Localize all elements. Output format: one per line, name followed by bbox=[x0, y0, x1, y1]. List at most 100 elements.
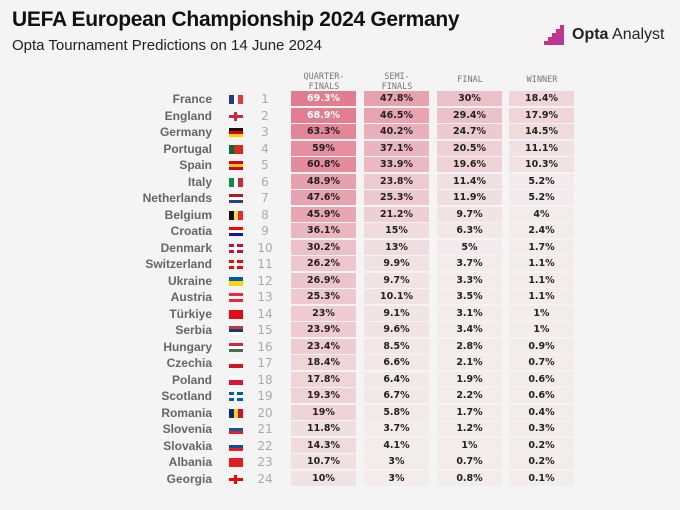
column-header-semi-finals: SEMI- FINALS bbox=[381, 72, 413, 92]
cell-semi-finals: 6.4% bbox=[364, 371, 429, 387]
flag-icon bbox=[229, 210, 244, 220]
team-name: Scotland bbox=[161, 389, 212, 403]
flag-icon bbox=[229, 227, 243, 236]
flag-icon bbox=[229, 260, 243, 269]
flag-icon bbox=[229, 359, 243, 368]
cell-semi-finals: 9.7% bbox=[364, 272, 429, 288]
team-name: Slovenia bbox=[162, 422, 212, 436]
team-name: Germany bbox=[159, 125, 212, 139]
flag-icon bbox=[229, 111, 243, 121]
flag-icon bbox=[229, 326, 243, 335]
cell-final: 3.3% bbox=[437, 272, 502, 288]
flag-icon bbox=[229, 392, 243, 401]
cell-winner: 0.9% bbox=[509, 338, 574, 354]
cell-winner: 1.7% bbox=[509, 239, 574, 255]
table-row: Ukraine 12 26.9% 9.7% 3.3% 1.1% bbox=[0, 272, 680, 289]
rank-number: 16 bbox=[257, 339, 273, 354]
table-row: England 2 68.9% 46.5% 29.4% 17.9% bbox=[0, 107, 680, 124]
table-row: Belgium 8 45.9% 21.2% 9.7% 4% bbox=[0, 206, 680, 223]
cell-final: 19.6% bbox=[437, 157, 502, 172]
flag-icon bbox=[229, 408, 244, 418]
team-name: Hungary bbox=[163, 339, 212, 354]
rank-number: 8 bbox=[261, 207, 269, 222]
cell-quarter-finals: 17.8% bbox=[291, 371, 356, 387]
team-name: Türkiye bbox=[169, 306, 212, 321]
table-row: Portugal 4 59% 37.1% 20.5% 11.1% bbox=[0, 140, 680, 157]
cell-final: 29.4% bbox=[437, 107, 502, 123]
rank-number: 17 bbox=[257, 356, 273, 370]
cell-final: 3.4% bbox=[437, 322, 502, 337]
table-row: Denmark 10 30.2% 13% 5% 1.7% bbox=[0, 239, 680, 256]
cell-semi-finals: 6.7% bbox=[364, 388, 429, 403]
cell-quarter-finals: 23.4% bbox=[291, 338, 356, 354]
cell-winner: 0.6% bbox=[509, 388, 574, 403]
cell-quarter-finals: 47.6% bbox=[291, 190, 356, 205]
rank-number: 9 bbox=[261, 224, 269, 238]
cell-semi-finals: 23.8% bbox=[364, 173, 429, 189]
rank-number: 7 bbox=[261, 191, 269, 205]
rank-number: 10 bbox=[257, 240, 273, 255]
cell-quarter-finals: 19.3% bbox=[291, 388, 356, 403]
cell-winner: 5.2% bbox=[509, 190, 574, 205]
table-row: Germany 3 63.3% 40.2% 24.7% 14.5% bbox=[0, 124, 680, 140]
cell-quarter-finals: 10.7% bbox=[291, 454, 356, 469]
team-name: Portugal bbox=[163, 141, 212, 156]
team-name: England bbox=[164, 108, 212, 123]
rank-number: 15 bbox=[257, 323, 273, 337]
cell-quarter-finals: 60.8% bbox=[291, 157, 356, 172]
cell-semi-finals: 40.2% bbox=[364, 124, 429, 139]
flag-icon bbox=[229, 342, 243, 352]
cell-winner: 0.2% bbox=[509, 437, 574, 453]
cell-quarter-finals: 23.9% bbox=[291, 322, 356, 337]
rank-number: 2 bbox=[261, 108, 269, 123]
rank-number: 12 bbox=[257, 273, 273, 288]
cell-quarter-finals: 19% bbox=[291, 404, 356, 420]
cell-semi-finals: 9.9% bbox=[364, 256, 429, 271]
cell-final: 20.5% bbox=[437, 140, 502, 156]
cell-quarter-finals: 36.1% bbox=[291, 223, 356, 238]
cell-final: 5% bbox=[437, 239, 502, 255]
rank-number: 6 bbox=[261, 174, 269, 189]
cell-quarter-finals: 63.3% bbox=[291, 124, 356, 139]
cell-quarter-finals: 26.2% bbox=[291, 256, 356, 271]
team-name: Italy bbox=[187, 174, 212, 189]
column-header-winner: WINNER bbox=[526, 75, 558, 85]
cell-winner: 1% bbox=[509, 322, 574, 337]
cell-quarter-finals: 14.3% bbox=[291, 437, 356, 453]
cell-semi-finals: 37.1% bbox=[364, 140, 429, 156]
cell-final: 1.9% bbox=[437, 371, 502, 387]
opta-analyst-logo: Opta Analyst bbox=[544, 25, 664, 45]
cell-semi-finals: 6.6% bbox=[364, 355, 429, 370]
flag-icon bbox=[229, 243, 243, 253]
table-row: Austria 13 25.3% 10.1% 3.5% 1.1% bbox=[0, 289, 680, 305]
cell-final: 1.2% bbox=[437, 421, 502, 436]
cell-final: 11.9% bbox=[437, 190, 502, 205]
cell-final: 1.7% bbox=[437, 404, 502, 420]
team-name: Romania bbox=[161, 405, 212, 420]
table-row: Hungary 16 23.4% 8.5% 2.8% 0.9% bbox=[0, 338, 680, 355]
team-name: Georgia bbox=[166, 471, 212, 486]
rank-number: 14 bbox=[257, 306, 273, 321]
cell-final: 9.7% bbox=[437, 206, 502, 222]
flag-icon bbox=[229, 458, 243, 467]
team-name: Belgium bbox=[164, 207, 212, 222]
cell-winner: 11.1% bbox=[509, 140, 574, 156]
team-name: Czechia bbox=[166, 356, 212, 370]
cell-quarter-finals: 45.9% bbox=[291, 206, 356, 222]
cell-final: 2.8% bbox=[437, 338, 502, 354]
cell-winner: 1.1% bbox=[509, 272, 574, 288]
cell-semi-finals: 5.8% bbox=[364, 404, 429, 420]
table-row: Italy 6 48.9% 23.8% 11.4% 5.2% bbox=[0, 173, 680, 190]
page-subtitle: Opta Tournament Predictions on 14 June 2… bbox=[12, 37, 322, 54]
table-row: Netherlands 7 47.6% 25.3% 11.9% 5.2% bbox=[0, 190, 680, 206]
cell-winner: 17.9% bbox=[509, 107, 574, 123]
cell-winner: 5.2% bbox=[509, 173, 574, 189]
flag-icon bbox=[229, 309, 243, 319]
cell-winner: 4% bbox=[509, 206, 574, 222]
cell-winner: 1.1% bbox=[509, 256, 574, 271]
cell-semi-finals: 47.8% bbox=[364, 91, 429, 106]
flag-icon bbox=[229, 128, 243, 137]
flag-icon bbox=[229, 161, 243, 170]
cell-final: 2.1% bbox=[437, 355, 502, 370]
cell-winner: 0.6% bbox=[509, 371, 574, 387]
